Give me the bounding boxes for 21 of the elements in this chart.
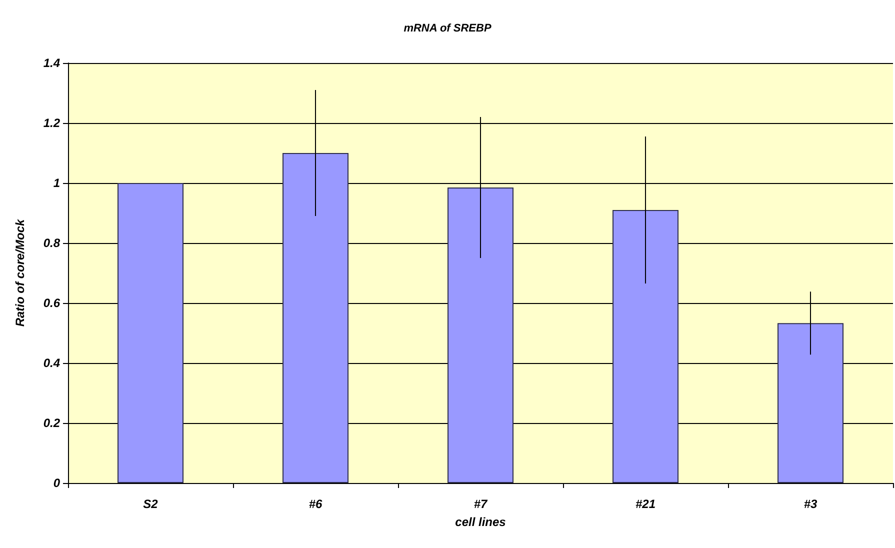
chart-title: mRNA of SREBP [404, 22, 492, 34]
x-tick-label: #21 [635, 497, 656, 511]
bar [612, 210, 678, 483]
bar [778, 323, 844, 483]
y-tick-label: 0.4 [43, 356, 60, 370]
y-tick-label: 0.2 [43, 416, 60, 430]
bar [118, 183, 184, 483]
y-tick-label: 1.4 [43, 56, 60, 70]
y-tick-label: 1 [53, 176, 60, 190]
y-axis-title: Ratio of core/Mock [13, 218, 27, 327]
x-tick-label: S2 [143, 497, 158, 511]
bar [282, 153, 348, 483]
x-tick-label: #3 [804, 497, 818, 511]
y-tick-label: 0.6 [43, 296, 60, 310]
bar [448, 188, 514, 483]
y-tick-label: 0 [53, 476, 60, 490]
y-tick-label: 0.8 [43, 236, 60, 250]
x-axis-title: cell lines [455, 515, 506, 529]
x-tick-label: #6 [308, 497, 322, 511]
x-tick-label: #7 [474, 497, 488, 511]
y-tick-label: 1.2 [43, 116, 60, 130]
